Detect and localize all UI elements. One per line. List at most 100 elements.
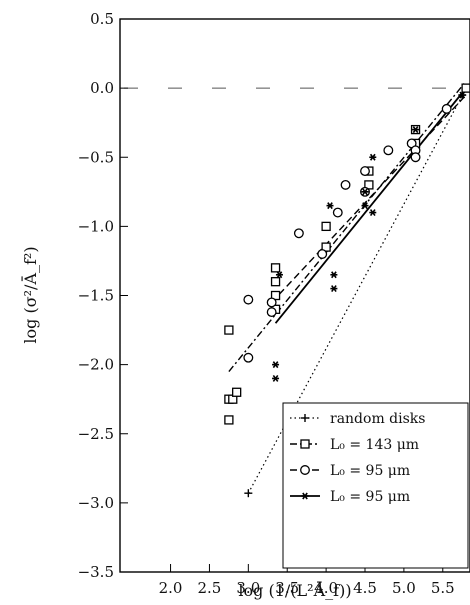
data-point-star: [326, 202, 334, 210]
legend-items: random disks L₀ = 143 μm L₀ = 95 μm L₀ = 95…: [290, 411, 425, 505]
x-tick-label: 2.5: [198, 579, 222, 597]
x-tick-label: 5.5: [431, 579, 455, 597]
legend-item-3: L₀ = 95 μm: [290, 463, 410, 479]
marker-stroke: [369, 209, 376, 217]
marker-shape: [300, 465, 310, 475]
marker-shape: [300, 439, 310, 449]
x-axis-ticks: 2.0 2.5 3.0 3.5 4.0 4.5 5.0 5.5: [159, 564, 455, 597]
y-tick-label: −2.5: [78, 425, 114, 443]
marker-shape: [243, 294, 254, 305]
marker-shape: [266, 297, 277, 308]
data-point-star: [275, 271, 283, 279]
marker-shape: [383, 145, 394, 156]
x-tick-label: 4.5: [353, 579, 377, 597]
legend-label: L₀ = 95 μm: [330, 463, 410, 479]
y-axis-ticks: 0.5 0.0 −0.5 −1.0 −1.5 −2.0 −2.5 −3.0 −3.5: [78, 10, 128, 581]
plot-markers: [224, 83, 470, 498]
marker-stroke: [362, 202, 368, 210]
data-point-star: [369, 209, 377, 217]
legend-item-4: L₀ = 95 μm: [290, 489, 410, 505]
marker-shape: [224, 325, 234, 335]
legend-box: [282, 402, 469, 569]
data-point-star: [361, 202, 369, 210]
marker-shape: [232, 387, 242, 397]
data-point-star: [412, 126, 420, 134]
marker-shape: [332, 207, 343, 218]
marker-stroke: [272, 361, 279, 369]
y-tick-label: −3.0: [78, 494, 114, 512]
y-tick-label: −1.0: [78, 217, 114, 235]
legend-item-2: L₀ = 143 μm: [290, 437, 419, 453]
data-point-circle: [317, 249, 328, 259]
data-point-star: [330, 285, 338, 293]
marker-stroke: [327, 202, 333, 210]
y-axis-label: log (σ²/Ā_f²): [20, 246, 40, 343]
data-point-circle: [383, 145, 394, 156]
marker-stroke: [302, 492, 308, 500]
marker-stroke: [459, 91, 466, 99]
series-line-3: [271, 94, 467, 303]
x-tick-label: 4.0: [314, 579, 338, 597]
data-point-square: [461, 83, 470, 93]
data-point-square: [321, 221, 331, 232]
x-tick-label: 3.0: [236, 579, 260, 597]
legend-marker-circle: [300, 465, 310, 475]
marker-shape: [224, 415, 234, 425]
data-point-plus: [244, 489, 253, 498]
data-point-circle: [441, 103, 452, 114]
data-point-circle: [332, 207, 343, 218]
y-tick-label: −3.5: [78, 563, 114, 581]
series-line-4: [274, 87, 467, 324]
x-axis-label: log (1/(L²Ā_f)): [238, 580, 351, 600]
data-point-star: [272, 361, 280, 369]
legend-marker-plus: [301, 414, 309, 422]
marker-shape: [243, 352, 254, 363]
marker-shape: [270, 277, 281, 287]
marker-shape: [461, 83, 470, 93]
x-tick-label: 5.0: [392, 579, 416, 597]
marker-stroke: [412, 126, 419, 134]
data-point-square: [224, 325, 234, 335]
y-tick-label: −0.5: [78, 148, 114, 166]
marker-shape: [321, 221, 331, 232]
marker-shape: [270, 263, 281, 273]
marker-stroke: [331, 285, 337, 293]
data-point-circle: [243, 294, 254, 305]
y-tick-label: −2.0: [78, 356, 114, 374]
marker-stroke: [362, 188, 368, 196]
data-point-square: [224, 415, 234, 425]
data-point-star: [458, 91, 466, 99]
data-point-circle: [266, 297, 277, 308]
data-point-star: [330, 271, 338, 279]
y-tick-label: 0.5: [90, 10, 114, 28]
data-point-star: [272, 374, 280, 382]
marker-stroke: [369, 153, 376, 161]
marker-shape: [340, 179, 351, 190]
data-point-square: [270, 263, 281, 273]
marker-stroke: [272, 374, 279, 382]
marker-stroke: [331, 271, 337, 279]
legend-label: random disks: [330, 411, 425, 427]
marker-stroke: [276, 271, 283, 279]
data-point-circle: [266, 307, 277, 318]
x-tick-label: 3.5: [275, 579, 299, 597]
data-point-circle: [340, 179, 351, 190]
marker-shape: [266, 307, 277, 318]
legend: random disks L₀ = 143 μm L₀ = 95 μm L₀ = 95…: [282, 402, 469, 569]
legend-marker-square: [300, 439, 310, 449]
series-line-2: [228, 80, 467, 372]
marker-shape: [317, 249, 328, 259]
legend-item-1: random disks: [290, 411, 425, 427]
legend-label: L₀ = 95 μm: [330, 489, 410, 505]
data-point-circle: [360, 166, 370, 177]
legend-marker-star: [301, 492, 309, 500]
x-tick-label: 2.0: [159, 579, 183, 597]
data-point-square: [232, 387, 242, 397]
data-point-circle: [410, 152, 421, 163]
marker-shape: [441, 103, 452, 114]
data-point-star: [369, 153, 377, 161]
data-point-square: [270, 277, 281, 287]
marker-shape: [293, 228, 304, 239]
data-point-circle: [293, 228, 304, 239]
